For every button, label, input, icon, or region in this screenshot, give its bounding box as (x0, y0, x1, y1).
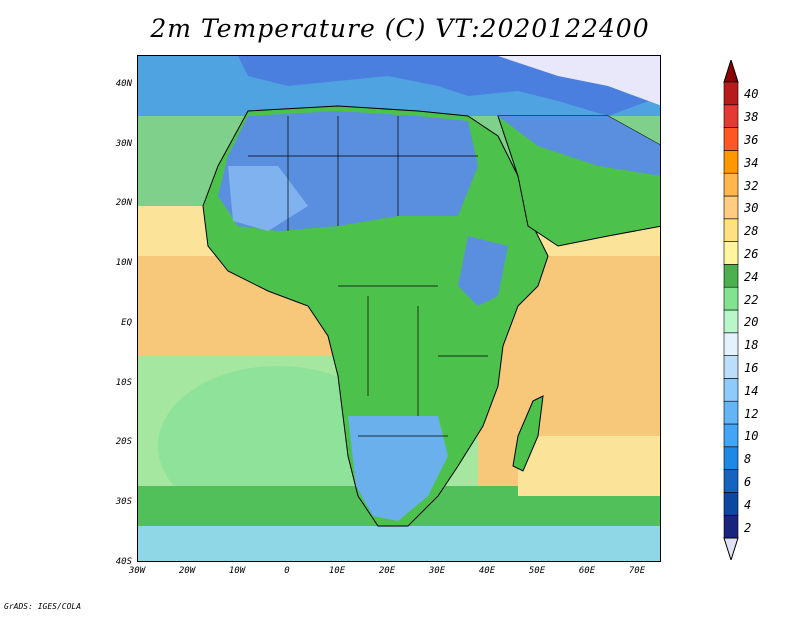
colorbar-swatch (723, 241, 739, 265)
colorbar-label: 20 (744, 315, 759, 330)
lat-label-40s: 40S (115, 557, 132, 567)
colorbar-label: 26 (744, 247, 759, 261)
colorbar-label: 24 (744, 269, 759, 284)
colorbar-above-triangle (723, 60, 739, 83)
colorbar-swatch (723, 81, 739, 106)
colorbar-swatch (723, 378, 739, 402)
colorbar-swatch (723, 195, 739, 220)
lon-label-20e: 20E (378, 566, 396, 576)
lon-label-20w: 20W (178, 566, 196, 576)
colorbar-swatch (723, 264, 739, 288)
colorbar-label: 40 (744, 87, 759, 102)
colorbar-label: 6 (744, 475, 752, 489)
colorbar-label: 34 (744, 155, 759, 170)
lat-label-eq: EQ (121, 318, 132, 328)
colorbar-swatch (723, 446, 739, 470)
colorbar-label: 28 (744, 224, 759, 239)
colorbar-label: 4 (744, 497, 752, 512)
colorbar-swatch (723, 400, 739, 425)
colorbar-swatch (723, 423, 739, 448)
land-arabia-north (498, 116, 660, 176)
lat-label-10n: 10N (115, 258, 132, 268)
land-madagascar (512, 395, 544, 472)
colorbar-label: 12 (744, 406, 759, 421)
colorbar-label: 22 (744, 292, 759, 307)
lon-label-30e: 30E (428, 566, 446, 576)
lon-label-60e: 60E (578, 566, 596, 576)
colorbar-swatch (723, 286, 739, 311)
colorbar-swatch (723, 332, 739, 356)
colorbar (723, 60, 739, 560)
lon-label-30w: 30W (128, 566, 146, 576)
colorbar-label: 2 (744, 520, 752, 535)
colorbar-label: 36 (744, 133, 759, 147)
lat-label-40n: 40N (115, 79, 132, 89)
colorbar-label: 32 (744, 178, 759, 193)
colorbar-swatch (723, 492, 739, 516)
colorbar-below-triangle (723, 537, 739, 560)
ocean-indian-24 (518, 436, 660, 496)
lat-label-20s: 20S (115, 437, 132, 447)
lat-label-30s: 30S (115, 497, 132, 507)
lat-label-30n: 30N (115, 139, 132, 149)
country-borders (248, 116, 488, 437)
colorbar-swatch (723, 172, 739, 197)
colorbar-label: 8 (744, 452, 752, 467)
lon-label-10e: 10E (328, 566, 346, 576)
colorbar-swatch (723, 127, 739, 151)
lat-label-20n: 20N (115, 198, 132, 208)
colorbar-swatch (723, 355, 739, 379)
lon-label-50e: 50E (528, 566, 546, 576)
colorbar-swatch (723, 218, 739, 242)
map-plot-area (137, 55, 661, 562)
colorbar-label: 18 (744, 338, 759, 353)
lon-label-40e: 40E (478, 566, 496, 576)
land-ethiopia-cool (458, 236, 508, 306)
temperature-field (138, 56, 660, 561)
ocean-south-cold (138, 526, 660, 561)
colorbar-swatch (723, 104, 739, 128)
grads-credit: GrADS: IGES/COLA (4, 602, 82, 611)
lon-label-70e: 70E (628, 566, 646, 576)
map-title: 2m Temperature (C) VT:2020122400 (150, 14, 650, 43)
colorbar-label: 16 (744, 361, 759, 375)
colorbar-swatch (723, 514, 739, 539)
colorbar-label: 38 (744, 110, 759, 125)
land-cold-east (498, 56, 660, 106)
lat-label-10s: 10S (115, 378, 132, 388)
colorbar-swatch (723, 150, 739, 174)
colorbar-swatch (723, 309, 739, 334)
lon-label-10w: 10W (228, 566, 246, 576)
colorbar-label: 30 (744, 201, 759, 216)
colorbar-swatch (723, 469, 739, 493)
land-southern-cool (348, 416, 448, 521)
colorbar-label: 10 (744, 429, 759, 444)
lon-label-0: 0 (284, 566, 290, 576)
colorbar-label: 14 (744, 383, 759, 398)
